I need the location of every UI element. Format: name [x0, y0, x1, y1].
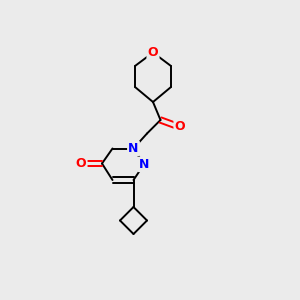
- Text: O: O: [148, 46, 158, 59]
- Text: N: N: [128, 142, 139, 155]
- Text: O: O: [76, 157, 86, 170]
- Text: O: O: [175, 120, 185, 133]
- Text: N: N: [139, 158, 149, 171]
